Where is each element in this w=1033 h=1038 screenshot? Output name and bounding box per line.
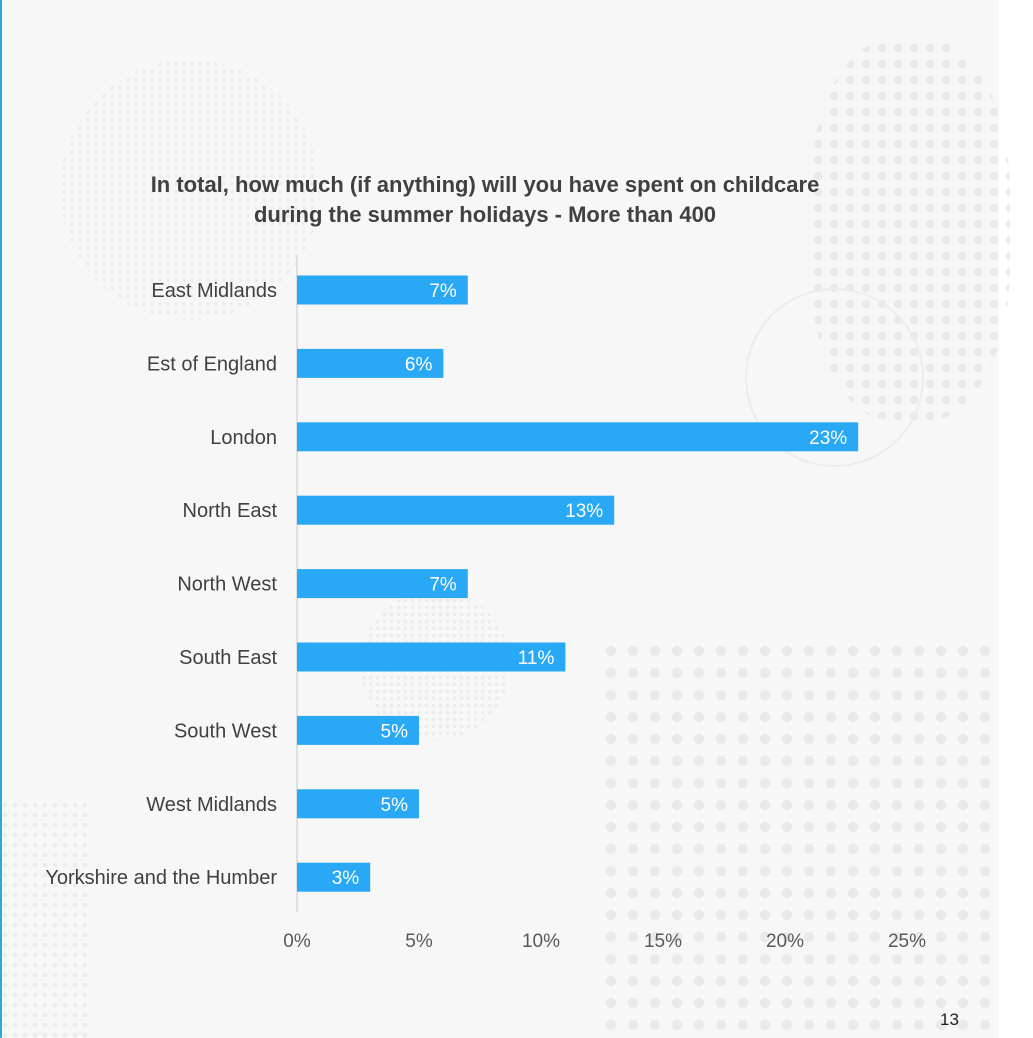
category-label: Yorkshire and the Humber xyxy=(45,867,277,889)
decorative-dot-circle-left xyxy=(60,60,320,320)
chart-title-line-1: In total, how much (if anything) will yo… xyxy=(150,172,820,197)
bar-value-label: 5% xyxy=(381,795,409,816)
bar xyxy=(297,862,371,892)
bar-value-label: 5% xyxy=(381,721,409,742)
x-tick-label: 25% xyxy=(888,931,926,952)
bar-value-label: 7% xyxy=(429,575,457,596)
category-label: South West xyxy=(174,720,277,742)
bar xyxy=(297,715,419,745)
bar-value-label: 13% xyxy=(565,501,603,522)
bar xyxy=(297,422,859,452)
category-label: West Midlands xyxy=(146,794,277,816)
chart-title: In total, how much (if anything) will yo… xyxy=(60,170,910,230)
bar-value-label: 7% xyxy=(429,281,457,302)
x-tick-label: 20% xyxy=(766,931,804,952)
x-tick-label: 5% xyxy=(405,931,433,952)
page-number: 13 xyxy=(940,1010,959,1029)
left-accent-line xyxy=(0,0,2,1038)
decorative-dot-field-bottom-left xyxy=(0,800,90,1038)
x-tick-label: 15% xyxy=(644,931,682,952)
bar xyxy=(297,642,566,672)
bar-value-label: 3% xyxy=(332,868,360,889)
bar xyxy=(297,789,419,819)
category-label: North West xyxy=(177,574,277,596)
category-label: North East xyxy=(183,500,278,522)
bar-value-label: 6% xyxy=(405,354,433,375)
category-label: Est of England xyxy=(147,353,277,375)
chart-title-line-2: during the summer holidays - More than 4… xyxy=(253,202,717,227)
bar xyxy=(297,275,468,305)
x-tick-label: 0% xyxy=(283,931,311,952)
decorative-ring xyxy=(745,288,924,467)
category-label: East Midlands xyxy=(151,280,277,302)
category-label: South East xyxy=(179,647,277,669)
category-label: London xyxy=(210,427,277,449)
x-tick-label: 10% xyxy=(522,931,560,952)
decorative-dot-field-bottom-right xyxy=(600,640,1000,1038)
bar-value-label: 11% xyxy=(518,648,555,669)
bar xyxy=(297,569,468,599)
bar xyxy=(297,495,615,525)
bar-value-label: 23% xyxy=(809,428,847,449)
bar xyxy=(297,348,444,378)
